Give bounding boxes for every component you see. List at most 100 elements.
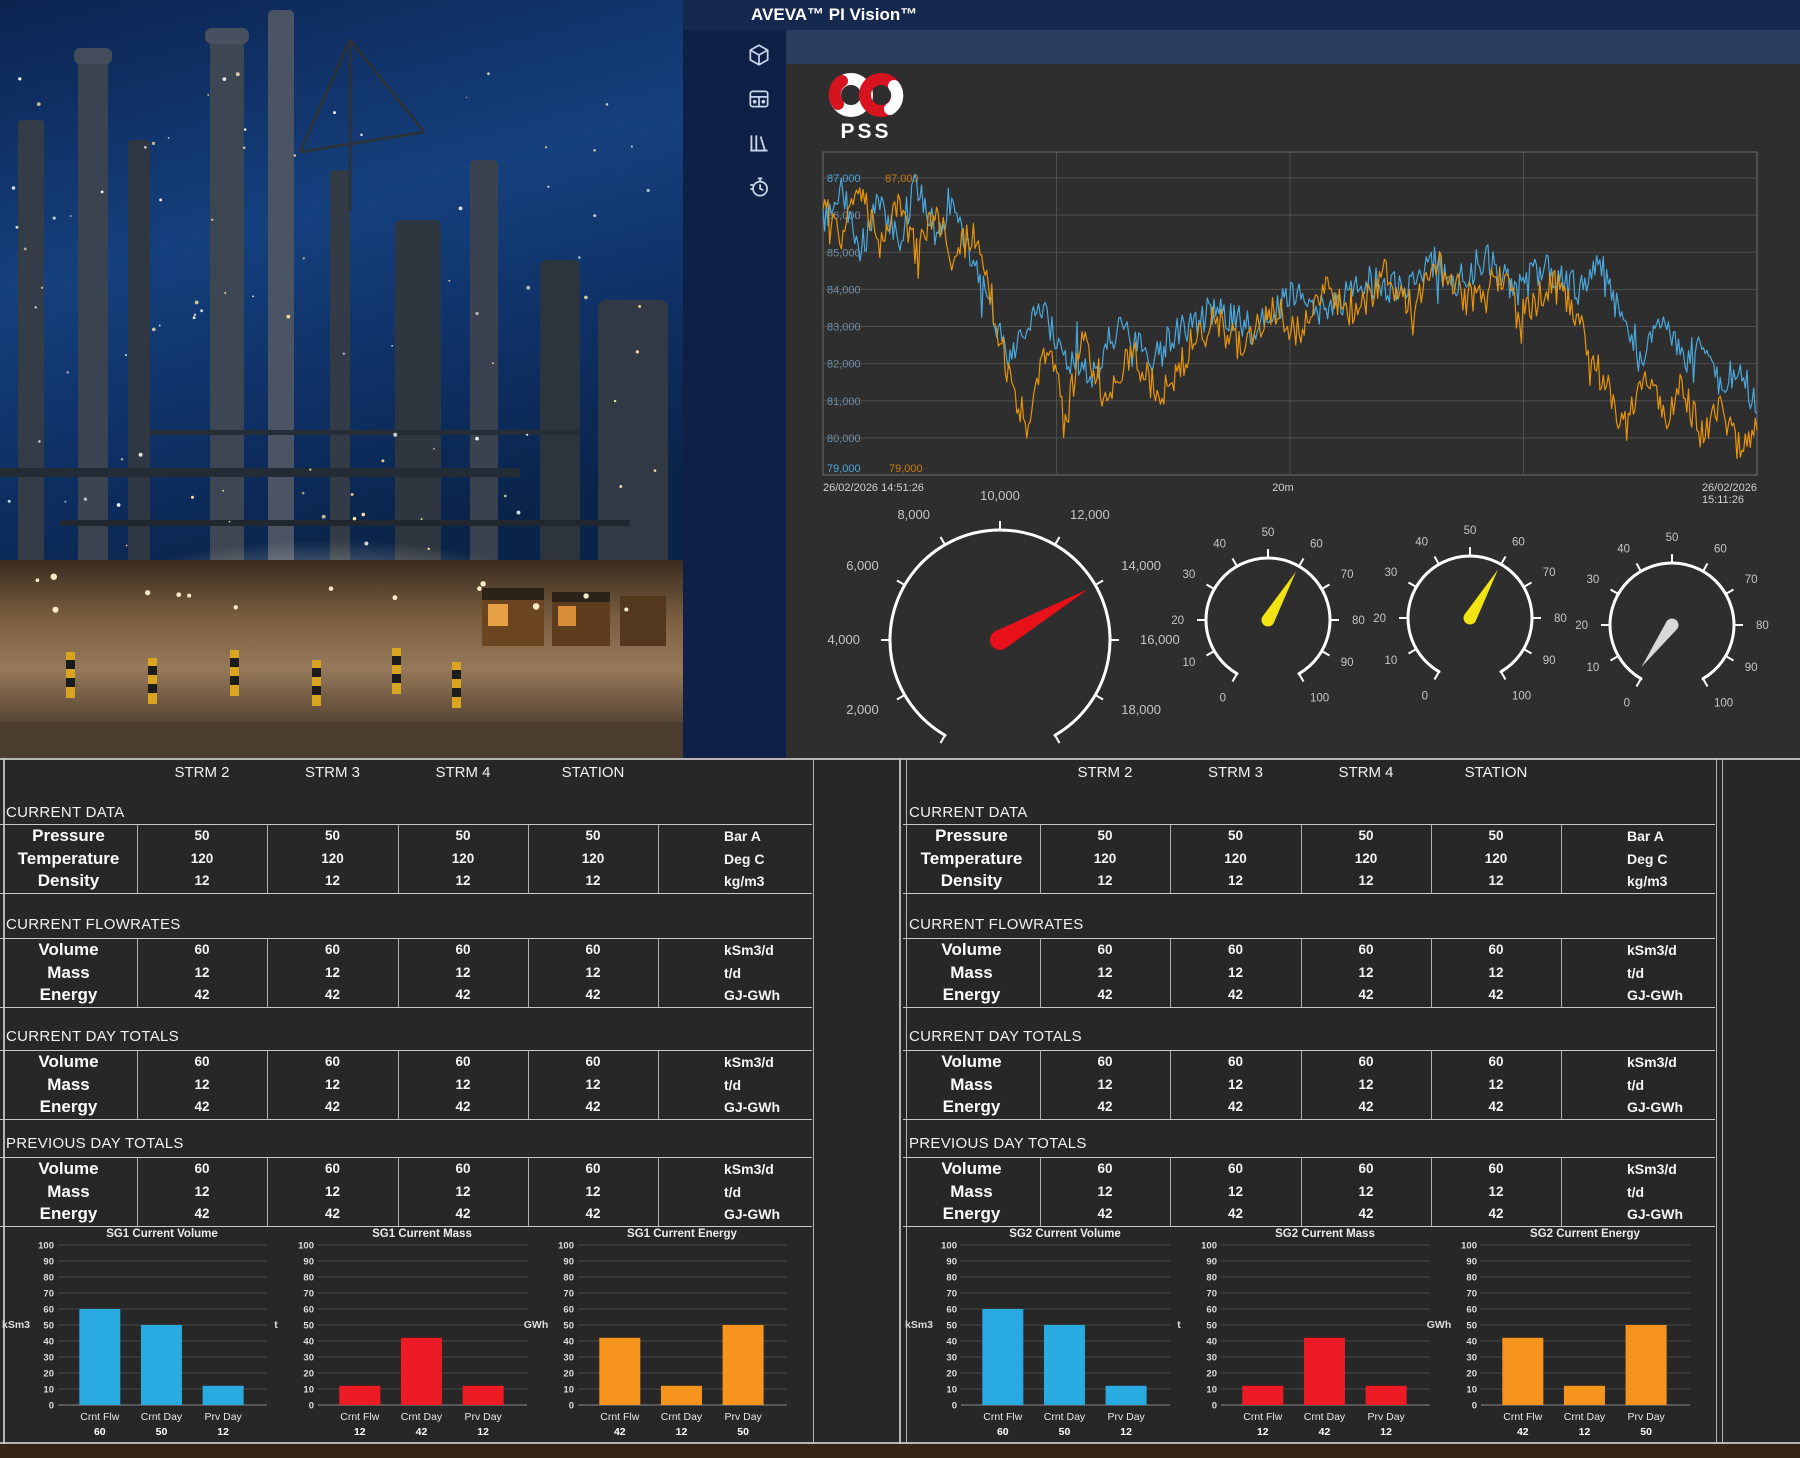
- y-tick-label: 30: [43, 1353, 54, 1364]
- sg1-energy-chart[interactable]: SG1 Current Energy 0 10 20 30 40 50 60 70 80 90 100…: [522, 1224, 790, 1442]
- gauge-tick-label: 50: [1666, 532, 1679, 544]
- y-tick-label: 90: [303, 1257, 314, 1268]
- gauge-3[interactable]: 0 10 20 30 40 50 60 70 80 90 100: [1373, 525, 1567, 703]
- table-section-block: Volume Mass Energy 60 12 42 60 12 42 60 12 42 60 12 42…: [903, 1157, 1715, 1227]
- trend-series-blue: [822, 173, 1758, 415]
- border-line: [3, 758, 5, 1444]
- y-tick-label: 30: [1466, 1353, 1477, 1364]
- light-dot: [192, 316, 196, 320]
- sg1-volume-chart[interactable]: SG1 Current Volume 0 10 20 30 40 50 60 70 80 90 100…: [2, 1224, 270, 1442]
- gauge-tick: [1524, 581, 1532, 588]
- light-dot: [301, 491, 305, 495]
- unit-values-line: kg/m3: [1627, 873, 1668, 890]
- border-line: [899, 758, 901, 1444]
- gauge-tick-label: 10: [1586, 662, 1599, 674]
- row-labels-line: Energy: [39, 1204, 98, 1224]
- column-divider: [398, 939, 399, 1007]
- column-divider: [1301, 1158, 1302, 1226]
- light-dot: [547, 185, 550, 188]
- y-tick-label: 0: [569, 1401, 574, 1412]
- row-labels-line: Density: [940, 871, 1003, 891]
- y-tick-label: 60: [946, 1305, 957, 1316]
- bar: [462, 1385, 504, 1405]
- cell-values-line: 12: [1358, 873, 1374, 889]
- y-unit-label: t: [1177, 1319, 1181, 1331]
- library-icon[interactable]: [746, 130, 772, 156]
- trend-chart[interactable]: 87,000 87,00086,00085,00084,00083,00082,0…: [822, 150, 1758, 506]
- gauge-2[interactable]: 0 10 20 30 40 50 60 70 80 90 100: [1171, 527, 1365, 705]
- y-tick-label: 90: [43, 1257, 54, 1268]
- light-dot: [200, 309, 204, 313]
- y-tick-label: 90: [563, 1257, 574, 1268]
- y-tick-label: 80: [43, 1273, 54, 1284]
- cell-values: 60 12 42: [1431, 1051, 1561, 1119]
- cell-values-line: 12: [324, 873, 341, 889]
- row-labels-line: Volume: [941, 1159, 1002, 1179]
- y-tick-label: 40: [1466, 1337, 1477, 1348]
- unit-values: kSm3/d t/d GJ-GWh: [1561, 1158, 1715, 1226]
- gauge-tick-label: 6,000: [846, 558, 879, 573]
- cell-values-line: 12: [324, 1183, 341, 1199]
- light-dot: [526, 433, 529, 436]
- cell-values-line: 12: [1227, 873, 1244, 889]
- light-dot: [64, 500, 67, 503]
- y-tick-label: 90: [1206, 1257, 1217, 1268]
- section-title: PREVIOUS DAY TOTALS: [909, 1135, 1087, 1152]
- light-dot: [159, 198, 163, 202]
- recent-clock-icon[interactable]: [746, 174, 772, 200]
- unit-values-line: kSm3/d: [1627, 1161, 1677, 1178]
- light-dot: [433, 447, 435, 450]
- sg2-volume-chart[interactable]: SG2 Current Volume 0 10 20 30 40 50 60 70 80 90 100…: [905, 1224, 1173, 1442]
- cell-values-line: 12: [1227, 964, 1244, 980]
- table-col-header: STRM 4: [1338, 764, 1394, 781]
- assets-cube-icon[interactable]: [746, 42, 772, 68]
- events-table-icon[interactable]: [746, 86, 772, 112]
- gauge-tick-label: 20: [1373, 613, 1386, 625]
- table-col-header: STRM 2: [174, 764, 230, 781]
- cell-values-line: 60: [1488, 942, 1504, 958]
- unit-values-line: GJ-GWh: [1627, 987, 1683, 1004]
- sg2-mass-chart[interactable]: SG2 Current Mass 0 10 20 30 40 50 60 70 80 90 100 t C…: [1165, 1224, 1433, 1442]
- cell-values-line: 60: [1488, 1054, 1504, 1070]
- cell-values-line: 12: [455, 1076, 471, 1092]
- cell-values: 60 12 42: [1301, 1051, 1431, 1119]
- light-dot: [487, 72, 490, 76]
- y-tick-label: 80,000: [827, 433, 861, 445]
- sg2-energy-chart[interactable]: SG2 Current Energy 0 10 20 30 40 50 60 70 80 90 100…: [1425, 1224, 1693, 1442]
- cell-values-line: 42: [1097, 1099, 1113, 1115]
- y-tick-label: 50: [563, 1321, 574, 1332]
- flood-light: [532, 603, 540, 610]
- gauge-tick: [1054, 536, 1061, 545]
- unit-values-line: GJ-GWh: [1627, 1206, 1683, 1223]
- column-divider: [1170, 1051, 1171, 1119]
- light-dot: [222, 77, 227, 81]
- column-divider: [528, 939, 529, 1007]
- y-tick-label: 0: [1472, 1401, 1477, 1412]
- row-labels-line: Energy: [39, 1097, 98, 1117]
- bar: [140, 1325, 182, 1405]
- gauges[interactable]: 0 2,000 4,000 6,000 8,000 10,000 12,000 14,000 1…: [786, 470, 1800, 773]
- gauge-4[interactable]: 0 10 20 30 40 50 60 70 80 90 100: [1575, 532, 1769, 710]
- y-tick-label: 80: [563, 1273, 574, 1284]
- gauge-tick: [1500, 672, 1507, 680]
- flood-light: [392, 595, 398, 601]
- row-labels-line: Energy: [39, 985, 98, 1005]
- light-dot: [124, 353, 128, 357]
- bar: [599, 1337, 641, 1405]
- chart-title: SG1 Current Volume: [106, 1228, 218, 1240]
- cell-values-line: 42: [455, 987, 471, 1003]
- column-divider: [1561, 1051, 1562, 1119]
- border-line: [1716, 758, 1717, 1444]
- sg1-mass-chart[interactable]: SG1 Current Mass 0 10 20 30 40 50 60 70 80 90 100 t C…: [262, 1224, 530, 1442]
- bar-category-label: Prv Day: [1627, 1411, 1665, 1423]
- light-dot: [393, 432, 398, 437]
- row-labels-line: Mass: [47, 1074, 90, 1094]
- cell-values: 50 120 12: [528, 825, 658, 893]
- cell-values-line: 42: [324, 1099, 341, 1115]
- y-tick-label: 70: [563, 1289, 574, 1300]
- y-tick-label: 40: [563, 1337, 574, 1348]
- bar-value-label: 42: [1517, 1426, 1529, 1438]
- cell-values-line: 12: [455, 964, 471, 980]
- gauge-main[interactable]: 02,0004,0006,0008,00010,00012,00014,0001…: [827, 488, 1179, 773]
